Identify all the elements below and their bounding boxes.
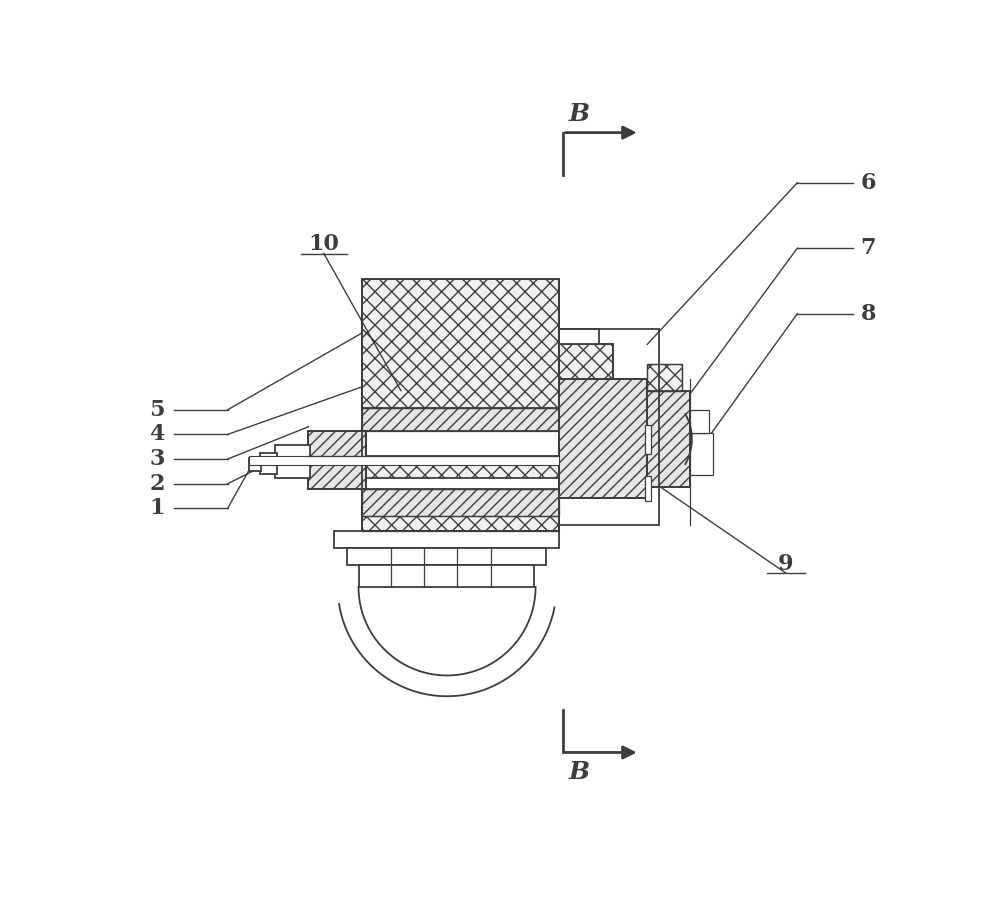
Text: 8: 8 [860,302,876,324]
Bar [308,431,559,456]
Text: 6: 6 [860,172,876,194]
Text: 2: 2 [149,472,165,494]
Bar [647,364,682,391]
Text: B: B [569,760,590,785]
Bar [308,431,366,489]
Text: 9: 9 [778,553,794,574]
Bar [690,433,713,475]
Bar [334,531,559,549]
Bar [645,425,651,455]
Bar [559,345,613,379]
Bar [362,278,559,531]
Bar [362,425,559,531]
Text: 3: 3 [149,448,164,471]
Bar [249,456,559,465]
Bar [260,453,277,474]
Bar [362,278,559,408]
Bar [559,329,599,345]
Text: B: B [569,102,590,126]
Bar [362,408,559,431]
Text: 10: 10 [308,233,339,255]
Bar [645,476,651,501]
Bar [647,391,690,487]
Bar [559,345,613,379]
Bar [362,489,559,516]
Text: 7: 7 [860,237,876,259]
Text: 4: 4 [149,424,164,446]
Bar [358,565,534,587]
Bar [559,379,647,498]
Bar [347,549,546,565]
Bar [308,431,366,489]
Text: 5: 5 [149,399,165,421]
Bar [275,445,310,478]
Bar [647,364,682,391]
Bar [308,478,559,489]
Bar [559,379,647,498]
Bar [559,329,659,526]
Text: 1: 1 [149,497,165,519]
Bar [249,458,261,471]
Bar [690,410,709,433]
Bar [647,391,690,487]
